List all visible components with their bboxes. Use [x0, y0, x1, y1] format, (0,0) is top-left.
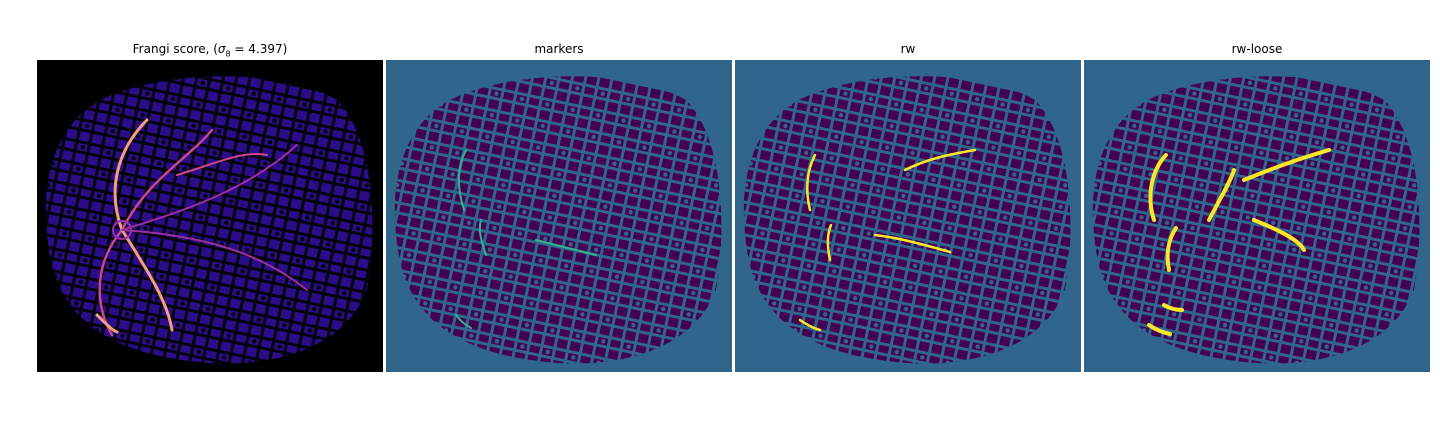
panel-frangi-image	[37, 60, 383, 372]
frangi-title-sigma: σ	[218, 42, 226, 56]
panel-rw-loose-image	[1084, 60, 1430, 372]
frangi-title-suffix: = 4.397)	[231, 42, 288, 56]
panel-markers-image	[386, 60, 732, 372]
frangi-title-prefix: Frangi score, (	[133, 42, 218, 56]
panel-title-frangi: Frangi score, (σ8 = 4.397)	[37, 42, 383, 58]
panel-title-markers: markers	[386, 42, 732, 56]
panel-title-rw-loose: rw-loose	[1084, 42, 1430, 56]
panel-title-rw: rw	[735, 42, 1081, 56]
panel-rw-image	[735, 60, 1081, 372]
